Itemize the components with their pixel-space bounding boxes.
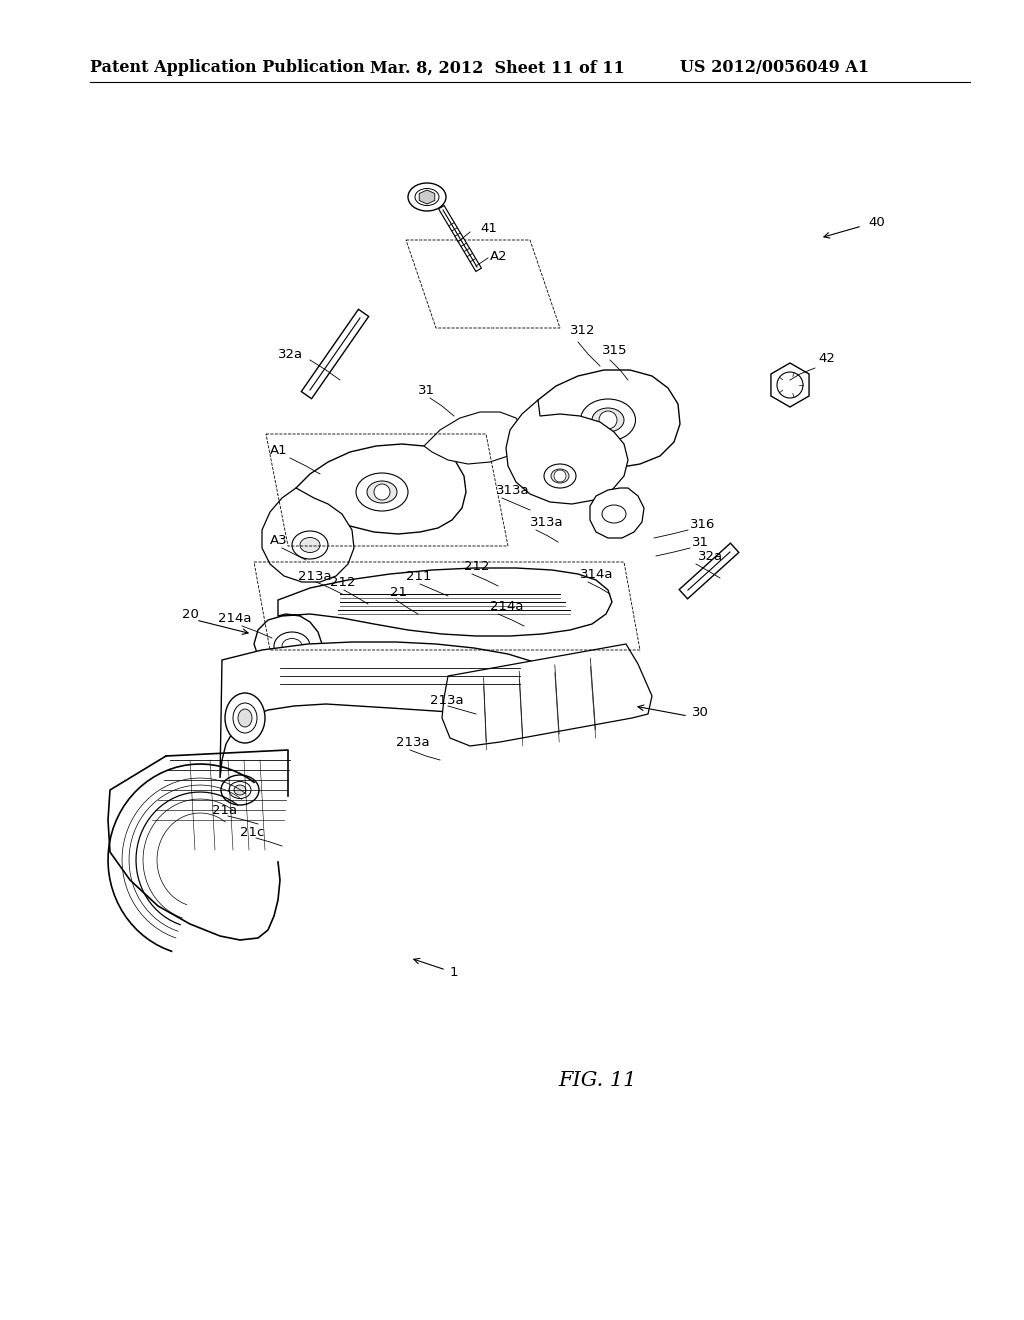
- Polygon shape: [254, 568, 612, 668]
- Polygon shape: [296, 444, 466, 535]
- Text: 212: 212: [464, 560, 489, 573]
- Circle shape: [599, 411, 617, 429]
- Circle shape: [374, 484, 390, 500]
- Text: 21c: 21c: [240, 825, 264, 838]
- Text: 42: 42: [818, 351, 835, 364]
- Polygon shape: [771, 363, 809, 407]
- Ellipse shape: [238, 709, 252, 727]
- Text: 314a: 314a: [580, 568, 613, 581]
- Text: 20: 20: [182, 607, 199, 620]
- Ellipse shape: [415, 189, 439, 206]
- Text: 30: 30: [692, 705, 709, 718]
- Text: 41: 41: [480, 222, 497, 235]
- Text: A3: A3: [270, 533, 288, 546]
- Text: 313a: 313a: [496, 483, 529, 496]
- Circle shape: [554, 470, 566, 482]
- Text: 40: 40: [868, 215, 885, 228]
- Text: 21: 21: [390, 586, 407, 598]
- Ellipse shape: [274, 632, 310, 660]
- Polygon shape: [220, 642, 550, 777]
- Text: Mar. 8, 2012  Sheet 11 of 11: Mar. 8, 2012 Sheet 11 of 11: [370, 59, 625, 77]
- Ellipse shape: [725, 546, 735, 557]
- Ellipse shape: [221, 775, 259, 805]
- Polygon shape: [442, 644, 652, 746]
- Polygon shape: [532, 370, 680, 469]
- Ellipse shape: [234, 785, 246, 795]
- Text: 214a: 214a: [490, 599, 523, 612]
- Ellipse shape: [300, 537, 319, 553]
- Text: 211: 211: [406, 569, 431, 582]
- Text: 32a: 32a: [278, 347, 303, 360]
- Polygon shape: [262, 488, 354, 582]
- Ellipse shape: [292, 531, 328, 558]
- Text: 312: 312: [570, 323, 596, 337]
- Ellipse shape: [551, 469, 569, 483]
- Ellipse shape: [367, 480, 397, 503]
- Ellipse shape: [592, 408, 624, 432]
- Text: Patent Application Publication: Patent Application Publication: [90, 59, 365, 77]
- Text: 1: 1: [450, 965, 459, 978]
- Polygon shape: [590, 488, 644, 539]
- Ellipse shape: [581, 399, 636, 441]
- Ellipse shape: [355, 313, 365, 323]
- Text: 213a: 213a: [396, 735, 430, 748]
- Text: US 2012/0056049 A1: US 2012/0056049 A1: [680, 59, 869, 77]
- Ellipse shape: [229, 781, 251, 799]
- Ellipse shape: [356, 473, 408, 511]
- Polygon shape: [419, 190, 435, 205]
- Ellipse shape: [602, 506, 626, 523]
- Text: 32a: 32a: [698, 549, 723, 562]
- Text: 31: 31: [418, 384, 435, 396]
- Ellipse shape: [544, 465, 575, 488]
- Text: 212: 212: [330, 576, 355, 589]
- Circle shape: [777, 372, 803, 399]
- Text: 315: 315: [602, 343, 628, 356]
- Ellipse shape: [683, 585, 693, 595]
- Text: 21a: 21a: [212, 804, 238, 817]
- Ellipse shape: [225, 693, 265, 743]
- Ellipse shape: [282, 639, 302, 653]
- Polygon shape: [424, 412, 524, 465]
- Text: 313a: 313a: [530, 516, 563, 528]
- Text: 316: 316: [690, 517, 716, 531]
- Text: A1: A1: [270, 444, 288, 457]
- Ellipse shape: [233, 704, 257, 733]
- Text: FIG. 11: FIG. 11: [559, 1071, 637, 1089]
- Text: A2: A2: [490, 249, 508, 263]
- Text: 213a: 213a: [298, 569, 332, 582]
- Ellipse shape: [408, 183, 446, 211]
- Text: 213a: 213a: [430, 693, 464, 706]
- Polygon shape: [506, 400, 628, 504]
- Text: 214a: 214a: [218, 611, 252, 624]
- Text: 31: 31: [692, 536, 709, 549]
- Ellipse shape: [305, 384, 314, 396]
